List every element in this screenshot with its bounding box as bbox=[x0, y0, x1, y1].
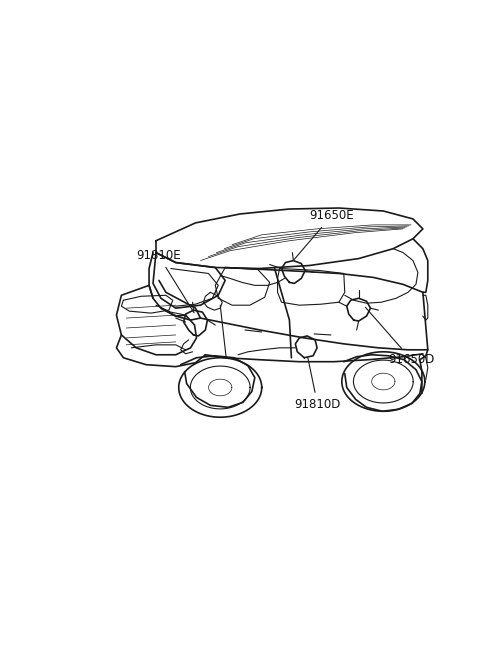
Text: 91810D: 91810D bbox=[294, 358, 341, 411]
Text: 91810E: 91810E bbox=[136, 249, 194, 312]
Text: 91650E: 91650E bbox=[294, 210, 354, 259]
Text: 91650D: 91650D bbox=[365, 307, 434, 366]
